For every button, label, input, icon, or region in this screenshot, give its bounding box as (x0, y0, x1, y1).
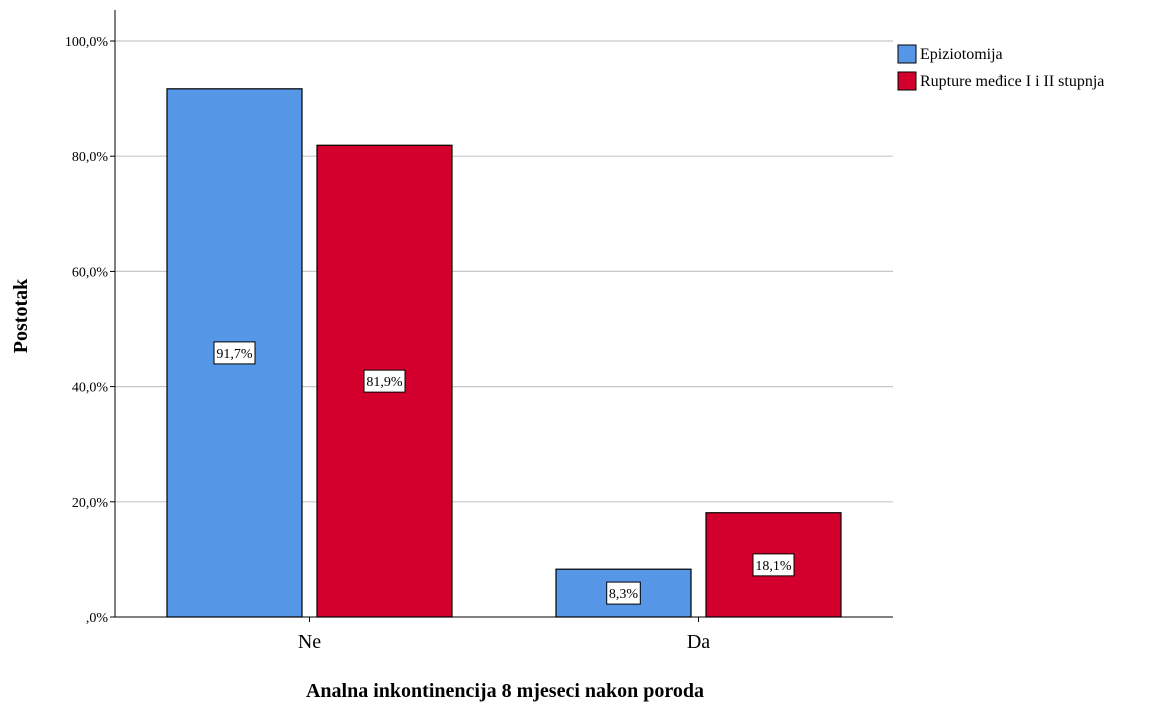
x-category-label: Da (687, 631, 710, 653)
data-label-box (213, 341, 256, 365)
data-label: 8,3% (609, 587, 639, 602)
bars (166, 88, 842, 618)
y-tick-label: 40,0% (72, 381, 109, 396)
legend-label: Rupture međice I i II stupnja (920, 73, 1104, 90)
data-label-box (363, 369, 406, 393)
y-tick-label: 20,0% (72, 496, 109, 511)
data-label-box (752, 553, 795, 577)
legend: Epiziotomija Rupture međice I i II stupnj… (897, 44, 1104, 91)
data-label-box (606, 581, 641, 605)
x-category-label: Ne (298, 631, 321, 653)
y-tick-label: ,0% (86, 611, 109, 626)
legend-swatch (897, 71, 917, 91)
data-label: 91,7% (216, 347, 253, 362)
x-categories: Ne Da (298, 617, 710, 653)
y-tick-label: 60,0% (72, 265, 109, 280)
y-ticks: ,0% 20,0% 40,0% 60,0% 80,0% 100,0% (65, 35, 115, 626)
data-label: 81,9% (366, 375, 403, 390)
axes (114, 10, 893, 618)
legend-swatch (897, 44, 917, 64)
y-tick-label: 100,0% (65, 35, 109, 50)
data-labels: 91,7% 81,9% 8,3% 18,1% (213, 341, 795, 605)
data-label: 18,1% (755, 559, 792, 574)
y-tick-label: 80,0% (72, 150, 109, 165)
y-axis-title: Postotak (10, 278, 32, 353)
legend-label: Epiziotomija (920, 46, 1003, 63)
x-axis-title: Analna inkontinencija 8 mjeseci nakon po… (306, 680, 704, 702)
